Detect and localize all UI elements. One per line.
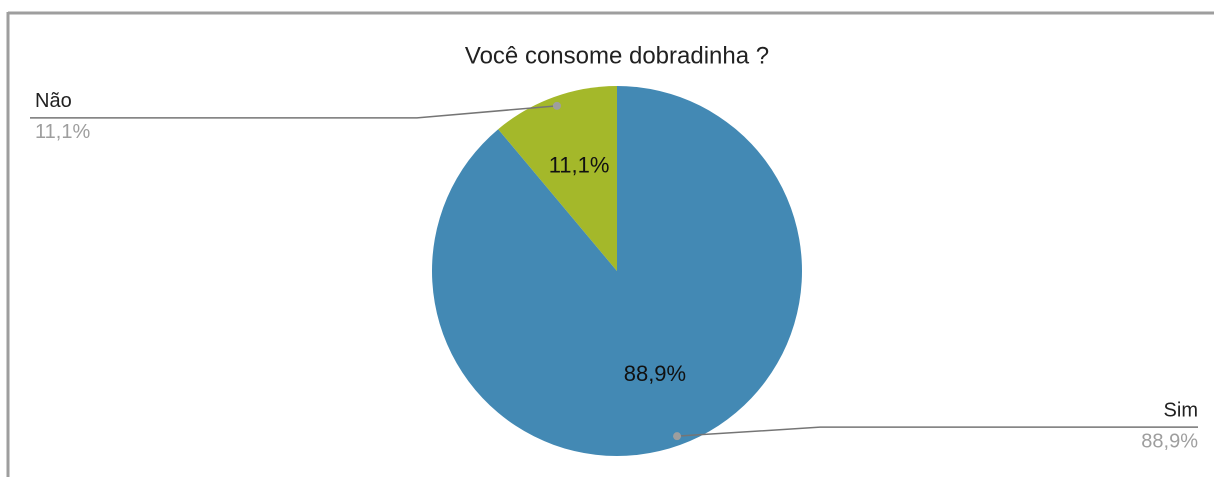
- slice-label: 88,9%: [624, 361, 686, 386]
- pie-slice: [498, 86, 617, 271]
- legend-value: 11,1%: [35, 121, 90, 143]
- leader-line: [677, 426, 1198, 437]
- leader-dot: [673, 432, 682, 441]
- chart-title: Você consome dobradinha ?: [465, 42, 769, 69]
- pie-slice: [432, 86, 803, 456]
- slice-label: 11,1%: [549, 152, 610, 177]
- legend-label: Não: [35, 90, 72, 112]
- leader-dot: [552, 101, 561, 110]
- legend-label: Sim: [1164, 399, 1198, 421]
- legend-value: 88,9%: [1141, 430, 1198, 452]
- leader-line: [30, 105, 558, 119]
